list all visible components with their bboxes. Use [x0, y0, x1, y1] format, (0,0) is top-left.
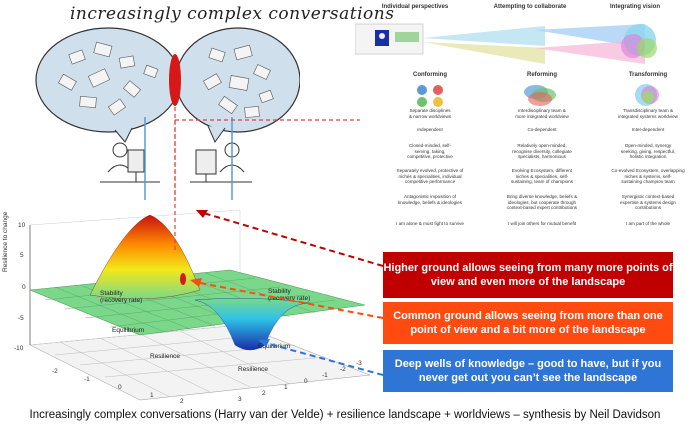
reforming-venn-icon: [524, 85, 556, 106]
worldview-cell: I am alone & must fight to survive: [396, 221, 464, 226]
higher-ground-banner: Higher ground allows seeing from many mo…: [383, 252, 673, 298]
worldview-diagram: [355, 23, 657, 64]
resilience-label-right: Resilience: [238, 366, 268, 373]
stability-label-left: Stability (recovery rate): [100, 290, 143, 304]
z-tick: 10: [18, 222, 26, 229]
worldview-cell: Bring diverse knowledge, beliefs & ideol…: [506, 194, 578, 211]
z-tick: 5: [20, 252, 24, 259]
y-tick: -2: [340, 366, 346, 373]
common-ground-text: Common ground allows seeing from more th…: [393, 310, 663, 336]
resilience-label-left: Resilience: [150, 353, 180, 360]
higher-ground-text: Higher ground allows seeing from many mo…: [383, 262, 673, 288]
worldview-cell: Transdisciplinary team & integrated syst…: [618, 108, 678, 119]
column-header-integrating: Integrating vision: [609, 4, 660, 10]
type-reforming: Reforming: [527, 72, 557, 78]
worldview-cell: Inter-dependent: [631, 127, 665, 132]
y-tick: 2: [262, 390, 266, 397]
resilience-landscape: [29, 209, 371, 401]
worldview-cell: Separate disciplines & narrow worldviews: [408, 108, 452, 119]
x-tick: 1: [150, 392, 154, 399]
x-tick: -2: [52, 368, 58, 375]
y-tick: 3: [238, 396, 242, 403]
worldview-cell: Interdisciplinary team & more integrated…: [515, 108, 569, 119]
worldview-cell: Co-evolved Ecosystem, overlapping niches…: [611, 168, 685, 185]
conforming-venn-icon: [417, 85, 443, 107]
worldview-cell: I am part of the whole: [625, 221, 671, 226]
x-tick: -1: [84, 376, 90, 383]
type-conforming: Conforming: [413, 72, 447, 78]
y-tick: -3: [356, 360, 362, 367]
y-tick: -1: [322, 372, 328, 379]
deep-wells-text: Deep wells of knowledge – good to have, …: [394, 358, 662, 384]
worldview-cell: Independent: [417, 127, 443, 132]
right-person: [190, 142, 252, 183]
floor-grid: [29, 324, 371, 401]
z-tick: -5: [18, 315, 24, 322]
worldview-cell: Synergistic context-based expertise & sy…: [620, 194, 676, 211]
equilibrium-label-left: Equilibrium: [112, 327, 145, 334]
column-header-collaborate: Attempting to collaborate: [493, 4, 567, 10]
equilibrium-label-right: Equilibrium: [258, 343, 291, 350]
x-tick: 2: [180, 398, 184, 405]
worldview-cell: Closed-minded, self- serving, taking, co…: [407, 143, 453, 160]
deep-wells-banner: Deep wells of knowledge – good to have, …: [383, 350, 673, 392]
conversation-sketch: [35, 27, 300, 200]
figure-caption: Increasingly complex conversations (Harr…: [29, 409, 661, 421]
overlap-marker: [169, 54, 181, 106]
common-ground-banner: Common ground allows seeing from more th…: [383, 302, 673, 344]
column-header-individual: Individual perspectives: [381, 4, 449, 10]
transforming-venn-icon: [635, 84, 659, 106]
worldview-cell: Antagonistic imposition of knowledge, be…: [397, 194, 463, 205]
worldview-cell: Open-minded, synergy seeking, giving, re…: [620, 143, 676, 160]
peak-higher-ground: [89, 214, 201, 300]
worldview-cell: I will join others for mutual benefit: [507, 221, 577, 226]
x-tick: 0: [118, 384, 122, 391]
y-tick: 1: [284, 384, 288, 391]
worldview-cell: Relatively open-minded, recognise divers…: [512, 143, 572, 160]
worldview-cell: Evolving Ecosystem, different niches & s…: [510, 168, 574, 185]
z-tick: -10: [14, 345, 24, 352]
z-tick: 0: [22, 284, 26, 291]
left-person: [100, 142, 160, 183]
type-transforming: Transforming: [628, 72, 668, 78]
y-tick: 0: [304, 378, 308, 385]
sketch-title: increasingly complex conversations: [70, 4, 395, 24]
worldview-cell: Separately evolved, protective of nichés…: [396, 168, 464, 185]
worldview-cell: Co-dependent: [527, 127, 557, 132]
common-ground-marker: [180, 273, 186, 285]
